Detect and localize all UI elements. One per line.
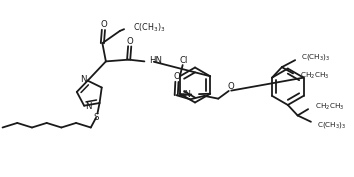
Text: HN: HN — [149, 56, 162, 65]
Text: Cl: Cl — [179, 56, 188, 65]
Text: C(CH$_3$)$_3$: C(CH$_3$)$_3$ — [302, 52, 331, 62]
Text: N: N — [80, 75, 86, 84]
Text: C(CH$_3$)$_3$: C(CH$_3$)$_3$ — [133, 21, 166, 34]
Text: O: O — [127, 37, 133, 46]
Text: O: O — [100, 21, 107, 30]
Text: S: S — [93, 113, 99, 122]
Text: CH$_2$CH$_3$: CH$_2$CH$_3$ — [315, 102, 344, 112]
Text: CH$_2$CH$_3$: CH$_2$CH$_3$ — [300, 70, 329, 81]
Text: N: N — [85, 102, 92, 111]
Text: O: O — [174, 72, 181, 81]
Text: HN: HN — [178, 90, 191, 99]
Text: O: O — [228, 82, 235, 91]
Text: C(CH$_3$)$_3$: C(CH$_3$)$_3$ — [317, 120, 347, 130]
